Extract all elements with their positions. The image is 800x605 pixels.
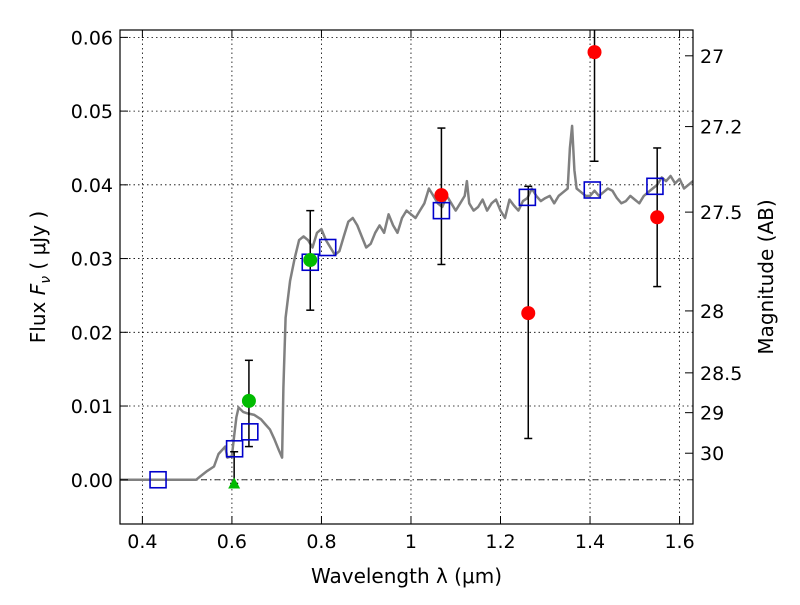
measured-point <box>650 210 665 225</box>
y-tick-label: 0.00 <box>71 470 113 492</box>
synthetic-point <box>518 188 537 207</box>
y-tick-label: 0.01 <box>71 396 113 418</box>
measured-point <box>521 306 536 321</box>
magnitude-tick-label: 27.2 <box>700 117 742 139</box>
y-tick-label: 0.05 <box>71 101 113 123</box>
measured-point <box>303 253 318 268</box>
plot-area <box>120 30 693 489</box>
synthetic-point <box>225 439 244 458</box>
x-tick-label: 1.4 <box>575 531 605 553</box>
y-tick-label: 0.03 <box>71 249 113 271</box>
magnitude-tick-label: 30 <box>700 443 724 465</box>
x-tick-label: 0.6 <box>217 531 247 553</box>
synthetic-point <box>318 238 337 257</box>
synthetic-point <box>241 423 259 441</box>
synthetic-point <box>583 181 602 199</box>
magnitude-tick-label: 28.5 <box>700 363 742 385</box>
upper-limit-marker <box>228 477 241 489</box>
model-spectrum-line <box>120 124 693 482</box>
axes-frame <box>119 29 694 525</box>
synthetic-point <box>432 201 451 220</box>
measured-point <box>241 393 256 408</box>
measured-point <box>587 45 602 60</box>
x-tick-label: 0.4 <box>127 531 157 553</box>
synthetic-point <box>149 470 167 489</box>
x-tick-label: 1.6 <box>664 531 694 553</box>
magnitude-tick-label: 27.5 <box>700 202 742 224</box>
magnitude-tick-label: 27 <box>700 46 724 68</box>
x-tick-label: 0.8 <box>306 531 336 553</box>
measured-point <box>434 188 449 203</box>
y-axis-label: Flux Fν ( μJy ) <box>26 211 54 343</box>
x-tick-label: 1.2 <box>485 531 515 553</box>
synthetic-point <box>646 177 664 196</box>
magnitude-tick-label: 28 <box>700 301 724 323</box>
x-axis-label: Wavelength λ (μm) <box>311 564 502 588</box>
y2-axis-label: Magnitude (AB) <box>754 199 778 354</box>
y-tick-label: 0.04 <box>71 175 113 197</box>
x-tick-label: 1 <box>405 531 417 553</box>
y-tick-label: 0.02 <box>71 322 113 344</box>
y-tick-label: 0.06 <box>71 27 113 49</box>
magnitude-tick-label: 29 <box>700 403 724 425</box>
